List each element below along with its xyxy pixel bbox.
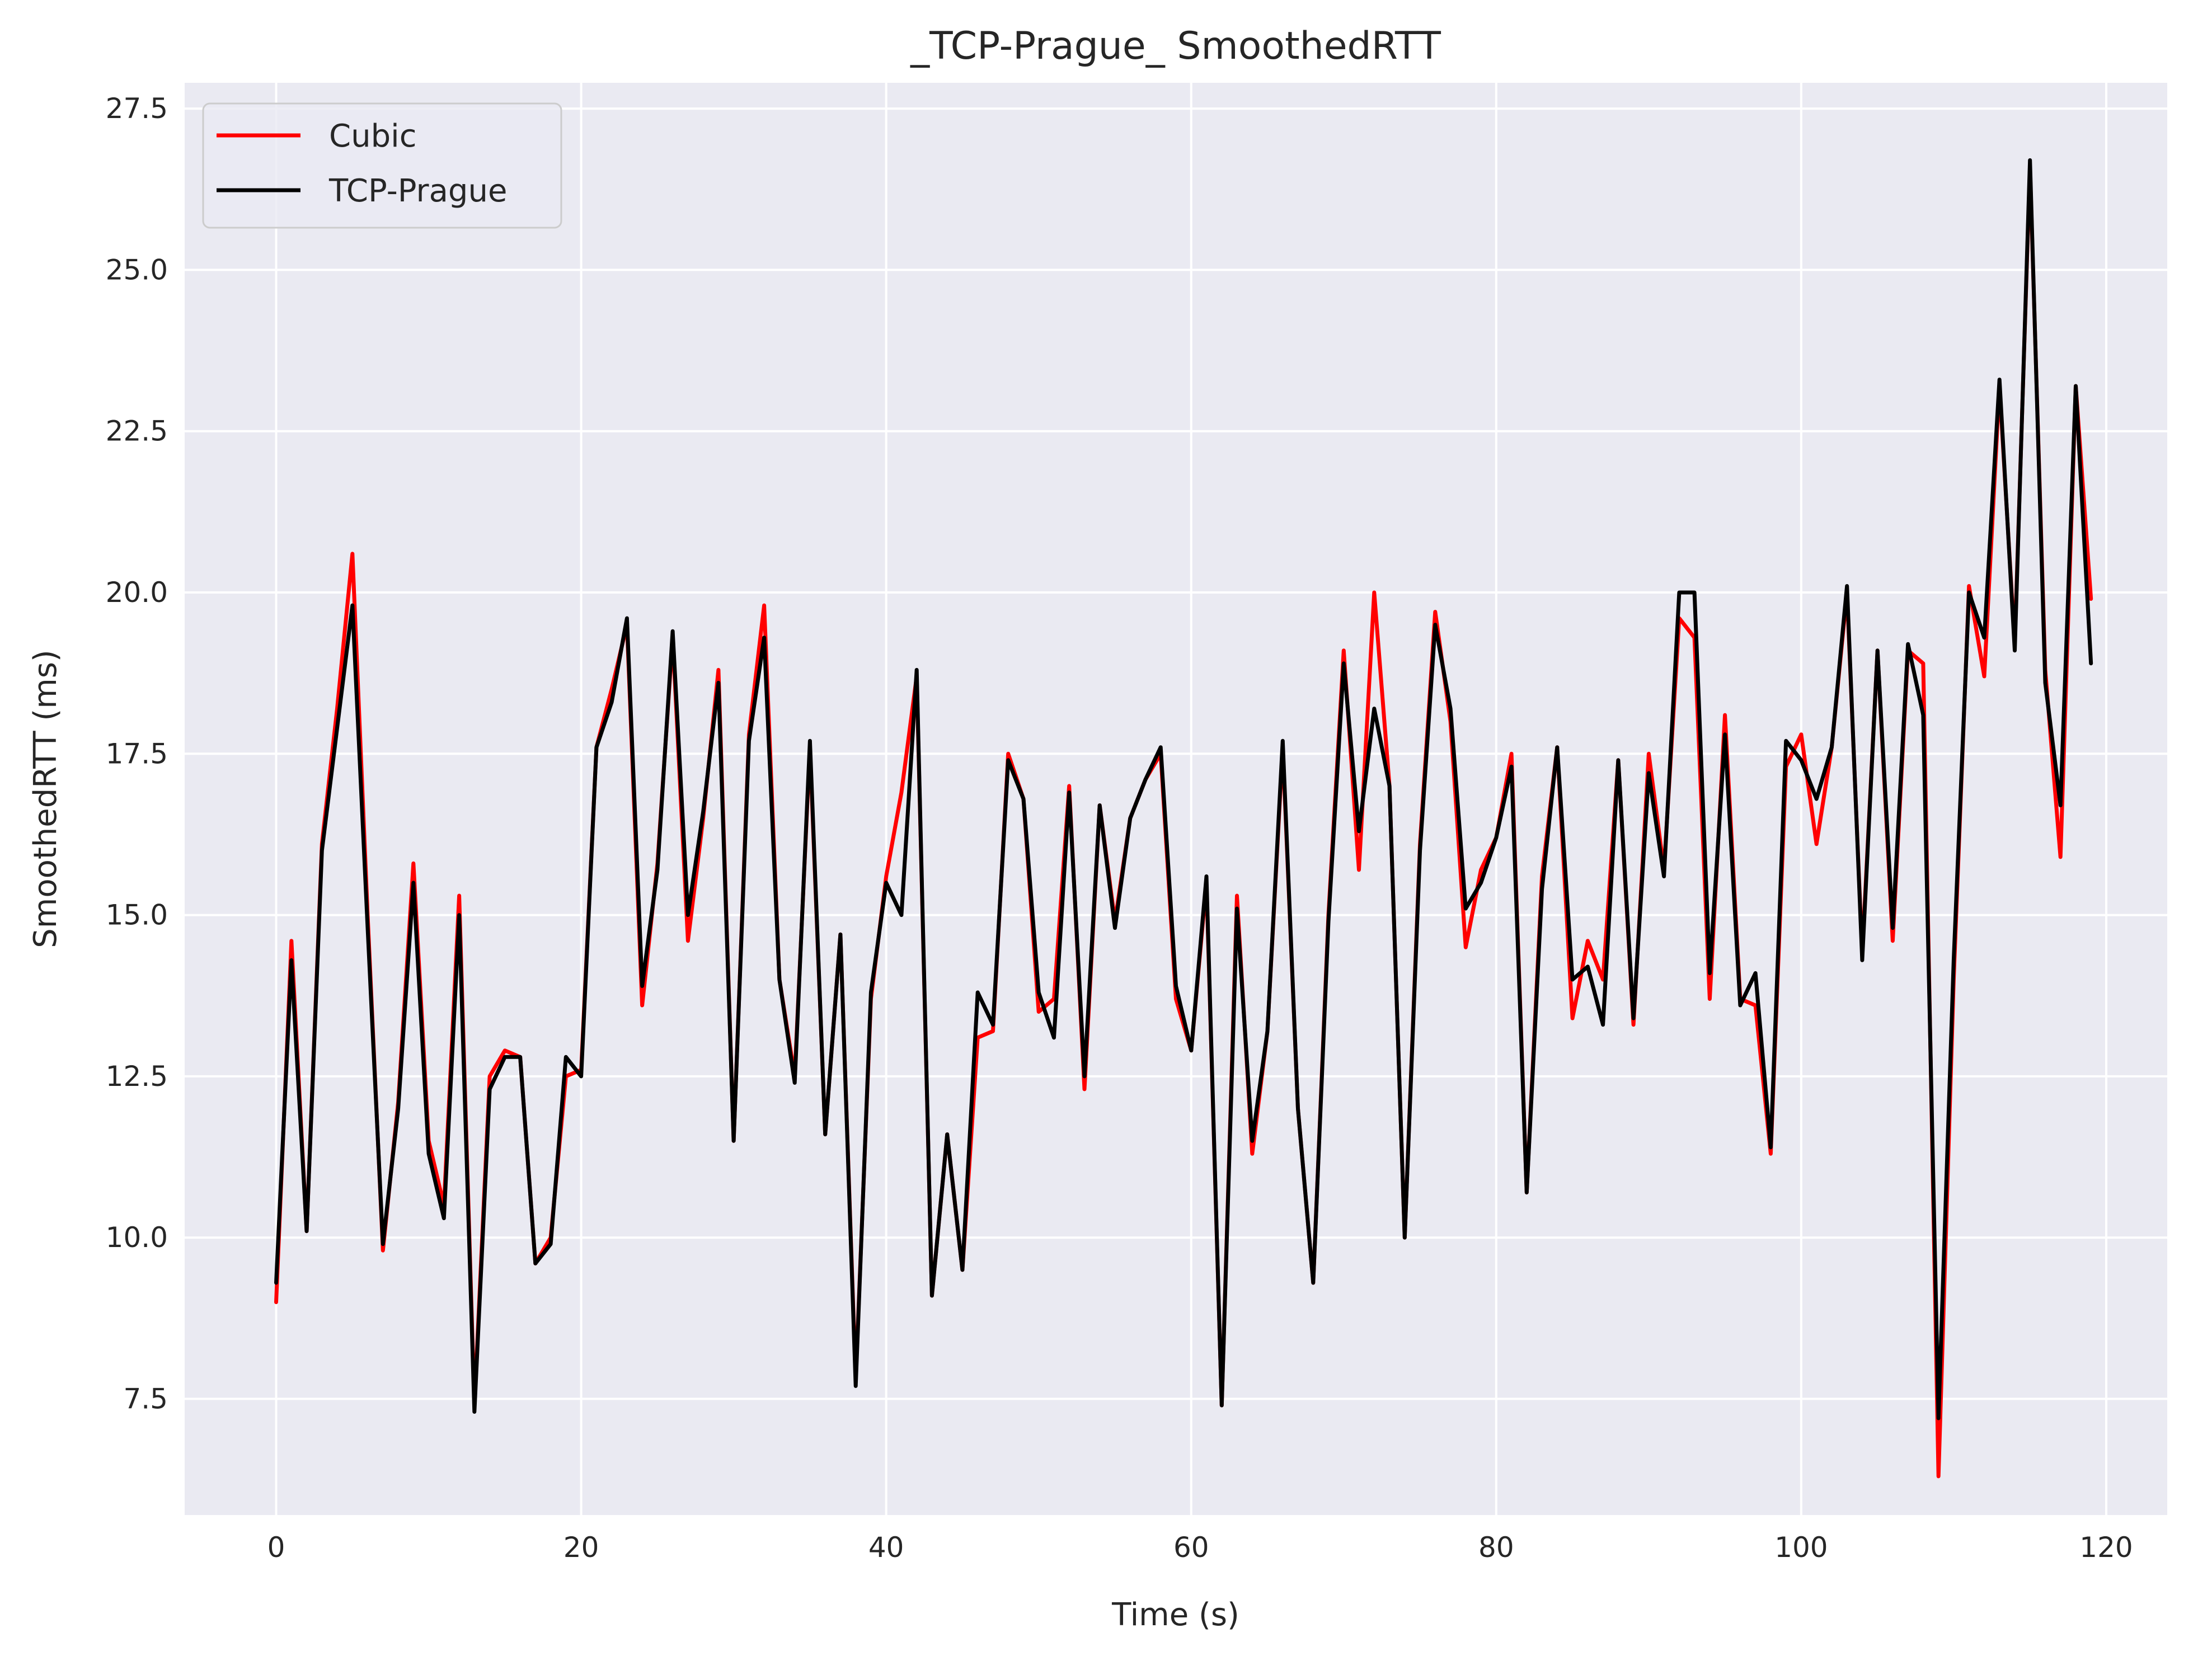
x-tick-label: 0 [267,1531,285,1564]
x-tick-label: 120 [2079,1531,2133,1564]
y-tick-label: 25.0 [106,253,168,286]
y-tick-label: 22.5 [106,415,168,448]
y-tick-label: 20.0 [106,576,168,609]
legend-label-tcp-prague: TCP-Prague [328,173,507,209]
chart-title: _TCP-Prague_ SmoothedRTT [910,24,1441,68]
y-tick-labels: 7.5 10.0 12.5 15.0 17.5 20.0 22.5 25.0 27.5 [106,92,168,1415]
y-tick-label: 17.5 [106,737,168,770]
y-tick-label: 12.5 [106,1060,168,1093]
x-tick-label: 100 [1774,1531,1828,1564]
grid [185,83,2167,1515]
y-tick-label: 10.0 [106,1221,168,1254]
series-layer [274,158,2093,1479]
legend: Cubic TCP-Prague [202,102,562,229]
x-tick-label: 40 [868,1531,904,1564]
y-axis-label: SmoothedRTT (ms) [27,650,64,948]
series-line-tcp-prague [274,158,2093,1420]
plot-area [185,83,2167,1515]
x-axis-label: Time (s) [1111,1597,1239,1633]
x-tick-label: 80 [1478,1531,1514,1564]
x-tick-labels: 0 20 40 60 80 100 120 [267,1531,2133,1564]
x-tick-label: 60 [1173,1531,1209,1564]
y-tick-label: 27.5 [106,92,168,125]
y-tick-label: 7.5 [123,1382,168,1415]
y-tick-label: 15.0 [106,899,168,931]
x-tick-label: 20 [563,1531,599,1564]
legend-label-cubic: Cubic [329,118,417,154]
